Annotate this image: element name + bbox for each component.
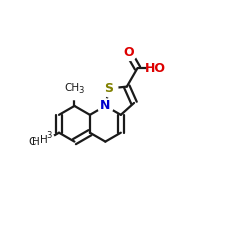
- Text: H: H: [32, 136, 40, 146]
- Text: O: O: [123, 46, 134, 59]
- Text: 3: 3: [46, 132, 52, 140]
- Text: CH: CH: [64, 83, 80, 93]
- Text: S: S: [104, 82, 114, 95]
- Text: 3: 3: [78, 86, 83, 94]
- Text: N: N: [100, 100, 110, 112]
- Text: C: C: [29, 136, 36, 146]
- Text: H: H: [40, 136, 48, 145]
- Text: HO: HO: [145, 62, 166, 74]
